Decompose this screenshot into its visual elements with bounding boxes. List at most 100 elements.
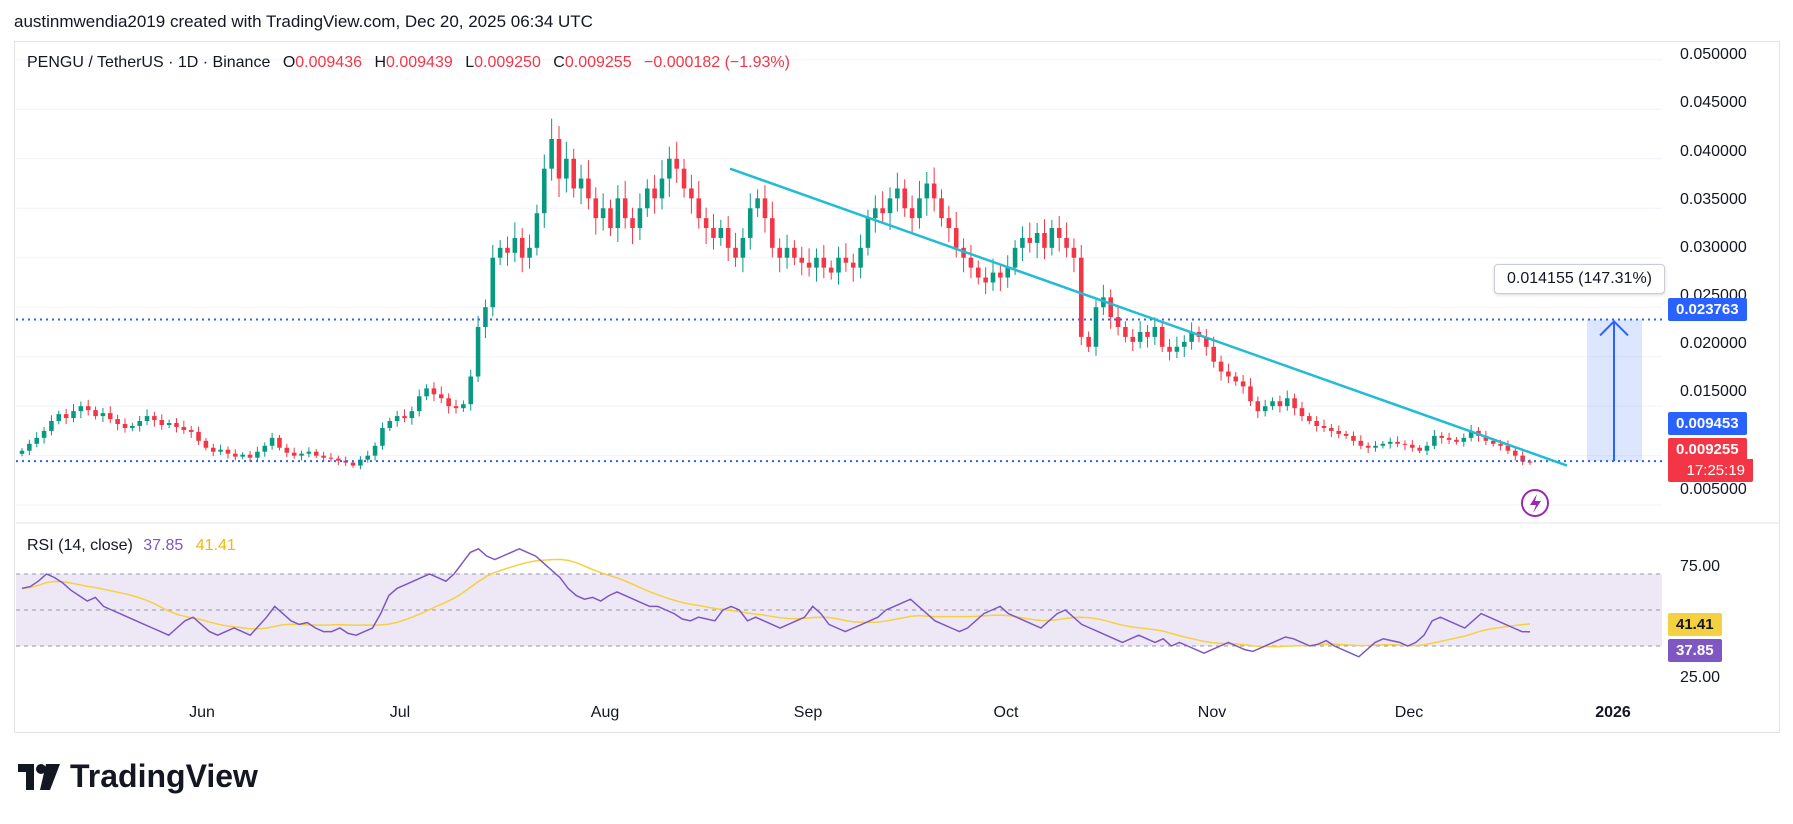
- candle: [1181, 335, 1187, 357]
- candle: [1380, 441, 1386, 449]
- candle-body: [1248, 386, 1253, 402]
- attribution-header: austinmwendia2019 created with TradingVi…: [14, 12, 593, 31]
- candle: [836, 246, 841, 285]
- candle: [372, 442, 378, 461]
- high-label: H: [374, 54, 387, 71]
- candle: [380, 422, 385, 450]
- candle-body: [1130, 336, 1136, 342]
- candle-body: [1167, 346, 1172, 352]
- candle: [358, 456, 363, 470]
- candle: [1410, 440, 1415, 452]
- candle: [424, 384, 429, 401]
- price-tick: 0.045000: [1680, 94, 1747, 111]
- candle-body: [674, 158, 679, 169]
- measure-arrow-head: [1599, 320, 1629, 337]
- candle: [343, 456, 348, 467]
- candle-body: [1454, 439, 1459, 442]
- time-tick: Sep: [793, 704, 823, 721]
- candle: [1284, 390, 1290, 411]
- candle-body: [1292, 398, 1297, 409]
- alert-icon-bolt: [1530, 494, 1541, 513]
- candle-body: [1211, 346, 1216, 362]
- candle: [1071, 238, 1077, 273]
- candle-body: [593, 198, 599, 219]
- candle-body: [998, 272, 1003, 278]
- candle: [144, 409, 150, 426]
- candle: [439, 386, 444, 404]
- candle-body: [107, 413, 113, 420]
- candle: [873, 195, 878, 233]
- candle-body: [1027, 237, 1033, 243]
- candle-body: [1387, 441, 1393, 444]
- price-tick: 0.050000: [1680, 46, 1747, 63]
- candle: [505, 236, 510, 266]
- candle: [490, 244, 496, 317]
- candle-body: [667, 158, 672, 179]
- candle: [159, 414, 165, 430]
- candle-body: [56, 414, 62, 422]
- candle: [431, 382, 437, 402]
- candle-body: [416, 396, 422, 412]
- candle-body: [968, 257, 974, 268]
- candle-body: [917, 198, 922, 219]
- candle-body: [1498, 443, 1503, 446]
- symbol-label[interactable]: PENGU / TetherUS · 1D · Binance: [27, 54, 271, 71]
- candle-body: [85, 406, 91, 411]
- candle-body: [740, 237, 746, 258]
- candle: [130, 422, 135, 432]
- candle: [497, 240, 503, 266]
- close-label: C: [553, 54, 565, 71]
- candle: [814, 248, 819, 282]
- candle: [1189, 322, 1194, 350]
- rsi-ma-line: [21, 558, 1531, 648]
- candle-body: [850, 262, 856, 268]
- candle: [277, 434, 282, 451]
- candle: [527, 234, 532, 269]
- candle-body: [1204, 336, 1209, 347]
- candle-body: [718, 228, 724, 238]
- candle-body: [527, 247, 532, 258]
- candle: [402, 409, 407, 423]
- trendline: [729, 167, 1568, 467]
- overlays-group: [16, 167, 1664, 517]
- tradingview-footer[interactable]: TradingView: [16, 758, 258, 795]
- rsi-band: [16, 573, 1662, 647]
- candle-body: [203, 440, 209, 448]
- last-price-tag: 0.009255: [1668, 438, 1747, 461]
- candle-body: [865, 218, 871, 248]
- candle: [534, 204, 540, 256]
- measure-label[interactable]: 0.014155 (147.31%): [1494, 264, 1665, 294]
- candle: [1292, 393, 1297, 416]
- candle-body: [262, 445, 268, 452]
- candle: [100, 407, 106, 423]
- candle: [284, 443, 290, 458]
- candle-body: [762, 198, 768, 219]
- candle: [946, 205, 952, 243]
- candle: [394, 410, 400, 427]
- candle: [1446, 432, 1452, 445]
- candle: [799, 246, 805, 276]
- candle: [1329, 424, 1334, 437]
- price-tick: 0.005000: [1680, 481, 1747, 498]
- candle: [218, 444, 223, 455]
- rsi-title[interactable]: RSI (14, close): [27, 537, 133, 554]
- candle-body: [439, 394, 444, 399]
- candle: [895, 172, 900, 212]
- candle-body: [306, 451, 312, 454]
- candle: [269, 432, 275, 450]
- candle: [387, 417, 393, 432]
- candle: [34, 432, 39, 448]
- time-tick: 2026: [1595, 704, 1631, 721]
- candle: [644, 179, 650, 217]
- low-label: L: [465, 54, 475, 71]
- candle-body: [394, 416, 400, 422]
- candle-body: [505, 247, 510, 253]
- candle-body: [196, 431, 201, 441]
- candle-body: [689, 188, 694, 199]
- candle-body: [814, 257, 819, 268]
- candle-body: [284, 447, 290, 453]
- candle: [542, 154, 547, 228]
- candle: [409, 406, 415, 425]
- candle-body: [1145, 331, 1150, 337]
